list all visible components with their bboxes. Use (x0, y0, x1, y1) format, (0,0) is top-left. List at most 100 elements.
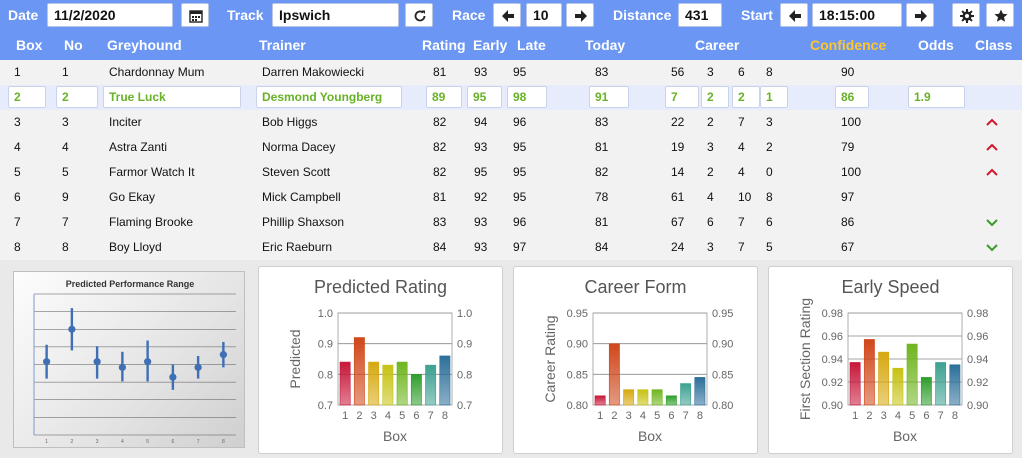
cell-greyhound[interactable]: True Luck (103, 86, 241, 108)
col-trainer[interactable]: Trainer (259, 37, 306, 53)
col-greyhound[interactable]: Greyhound (107, 37, 182, 53)
cell-early: 92 (474, 190, 488, 204)
cell-box: 3 (14, 115, 21, 129)
cell-rating[interactable]: 89 (426, 86, 462, 108)
cell-box: 8 (14, 240, 21, 254)
col-no[interactable]: No (64, 37, 83, 53)
predicted-rating-chart: Predicted Rating 0.7 0.7 0.8 0.8 0.9 0.9 1.0 1.… (258, 266, 503, 454)
y-tick-label: 1.0 (318, 308, 333, 320)
cell-c3[interactable]: 2 (732, 86, 760, 108)
col-late[interactable]: Late (517, 37, 546, 53)
x-tick-label: 5 (399, 410, 405, 422)
cell-early[interactable]: 95 (467, 86, 502, 108)
x-tick-label: 1 (852, 410, 858, 422)
cell-confidence[interactable]: 86 (835, 86, 869, 108)
bar (680, 383, 692, 406)
distance-input[interactable]: 431 (678, 3, 722, 27)
table-row[interactable]: 8 8 Boy Lloyd Eric Raeburn 84 93 97 84 24 3 7 5 67 (0, 235, 1022, 260)
y2-tick-label: 1.0 (457, 308, 472, 320)
star-icon (994, 9, 1008, 22)
cell-c3: 6 (738, 65, 745, 79)
chart-title: Predicted Performance Range (65, 279, 195, 289)
start-prev-button[interactable] (780, 3, 808, 27)
calendar-button[interactable] (181, 3, 209, 27)
cell-today: 83 (595, 115, 609, 129)
race-input[interactable]: 10 (526, 3, 562, 27)
cell-box: 7 (14, 215, 21, 229)
predicted-performance-range-chart: Predicted Performance Range 1 2 3 4 5 6 7 8 (13, 271, 245, 448)
y-axis-label: Predicted (287, 329, 303, 388)
range-point (43, 358, 51, 366)
cell-c3: 7 (738, 215, 745, 229)
col-today[interactable]: Today (585, 37, 626, 53)
x-tick-label: 4 (121, 439, 124, 445)
cell-today: 81 (595, 215, 609, 229)
cell-trainer[interactable]: Desmond Youngberg (256, 86, 402, 108)
date-input[interactable]: 11/2/2020 (47, 3, 173, 27)
start-time-input[interactable]: 18:15:00 (812, 3, 902, 27)
cell-c4: 2 (766, 140, 773, 154)
col-box[interactable]: Box (16, 37, 43, 53)
race-prev-button[interactable] (493, 3, 521, 27)
cell-c2[interactable]: 2 (701, 86, 729, 108)
cell-late: 96 (513, 215, 527, 229)
cell-today[interactable]: 91 (589, 86, 629, 108)
track-input[interactable]: Ipswich (272, 3, 399, 27)
table-row[interactable]: 6 9 Go Ekay Mick Campbell 81 92 95 78 61 4 10 8 97 (0, 185, 1022, 210)
bar (353, 337, 365, 406)
col-odds[interactable]: Odds (918, 37, 954, 53)
x-tick-label: 8 (952, 410, 958, 422)
cell-greyhound: Inciter (109, 115, 142, 129)
favourite-button[interactable] (986, 3, 1014, 27)
cell-odds[interactable]: 1.9 (908, 86, 965, 108)
class-up-icon (986, 118, 998, 126)
toolbar: Date 11/2/2020 Track Ipswich Race 10 Dis… (0, 0, 1022, 31)
range-point (93, 358, 101, 366)
y-axis-label: Career Rating (542, 315, 558, 402)
refresh-icon (414, 10, 426, 22)
col-early[interactable]: Early (473, 37, 508, 53)
cell-late[interactable]: 98 (507, 86, 547, 108)
cell-today: 81 (595, 140, 609, 154)
cell-confidence: 86 (841, 215, 855, 229)
class-up-icon (986, 143, 998, 151)
class-up-icon (986, 168, 998, 176)
cell-c4[interactable]: 1 (760, 86, 788, 108)
y-tick-label: 0.90 (567, 339, 588, 351)
x-tick-label: 7 (197, 439, 200, 445)
x-tick-label: 6 (923, 410, 929, 422)
predicted-rating-plot: 0.7 0.7 0.8 0.8 0.9 0.9 1.0 1.0 1 2 3 4 5 6 7 8 Box Predi… (287, 308, 472, 444)
cell-c1[interactable]: 7 (665, 86, 699, 108)
col-rating[interactable]: Rating (422, 37, 466, 53)
cell-rating: 83 (433, 215, 447, 229)
col-career[interactable]: Career (695, 37, 740, 53)
y-tick-label: 0.92 (822, 377, 843, 389)
bar (949, 364, 961, 406)
chart-title: Early Speed (841, 277, 940, 297)
table-row[interactable]: 3 3 Inciter Bob Higgs 82 94 96 83 22 2 7 3 100 (0, 110, 1022, 135)
cell-c2: 3 (707, 140, 714, 154)
y2-tick-label: 0.96 (967, 331, 988, 343)
table-row[interactable]: 5 5 Farmor Watch It Steven Scott 82 95 95 82 14 2… (0, 160, 1022, 185)
cell-rating: 81 (433, 190, 447, 204)
refresh-button[interactable] (405, 3, 433, 27)
col-class[interactable]: Class (975, 37, 1013, 53)
race-next-button[interactable] (566, 3, 594, 27)
cell-trainer: Steven Scott (262, 165, 331, 179)
plot-frame (847, 312, 963, 406)
y2-tick-label: 0.92 (967, 377, 988, 389)
settings-button[interactable] (952, 3, 980, 27)
table-row[interactable]: 1 1 Chardonnay Mum Darren Makowiecki 81 93 95 8… (0, 60, 1022, 85)
table-row[interactable]: 2 2 True Luck Desmond Youngberg 89 95 98 91 7 2 2 1… (0, 85, 1022, 110)
bar (935, 362, 947, 406)
cell-c2: 6 (707, 215, 714, 229)
cell-confidence: 97 (841, 190, 855, 204)
table-row[interactable]: 4 4 Astra Zanti Norma Dacey 82 93 95 81 19 3 4 2 79 (0, 135, 1022, 160)
start-next-button[interactable] (906, 3, 934, 27)
col-confidence[interactable]: Confidence (810, 37, 887, 53)
cell-box[interactable]: 2 (8, 86, 46, 108)
cell-no[interactable]: 2 (56, 86, 98, 108)
y2-tick-label: 0.85 (712, 369, 733, 381)
cell-box: 4 (14, 140, 21, 154)
table-row[interactable]: 7 7 Flaming Brooke Phillip Shaxson 83 93 96 81 6… (0, 210, 1022, 235)
